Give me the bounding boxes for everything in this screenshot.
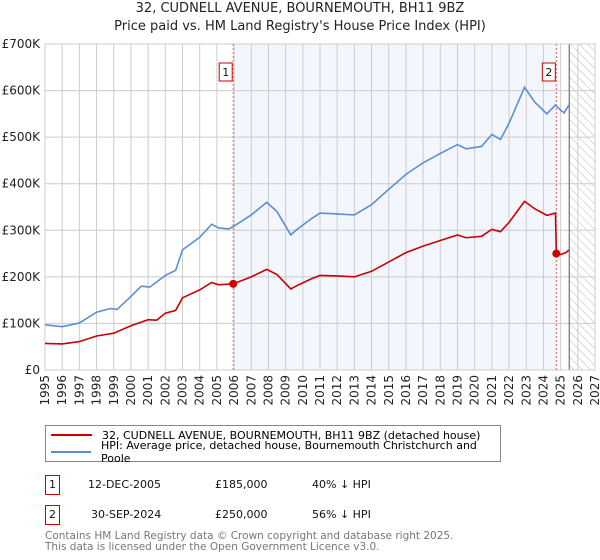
x-tick-label: 2023 [519,375,533,406]
sale-row-2: 2 30-SEP-2024 £250,000 56% ↓ HPI [45,505,545,525]
x-tick-label: 1995 [38,375,52,406]
x-tick-label: 2025 [554,375,568,406]
x-tick-label: 1996 [55,375,69,406]
sale-label-box [541,62,556,82]
legend-swatch-blue [51,451,91,453]
x-tick-label: 2011 [313,375,327,406]
chart-svg: 1995 1996 1997 1998 1999 2000 2001 2002 2003 2004… [2,37,600,406]
y-tick-label: £600K [2,84,42,98]
y-tick-label: £500K [2,130,42,144]
x-tick-label: 2010 [296,375,310,406]
y-tick-label: £200K [2,270,42,284]
x-tick-label: 2008 [261,375,275,406]
sale-price: £250,000 [215,508,268,521]
x-tick-label: 2014 [365,375,379,406]
chart-title: 32, CUDNELL AVENUE, BOURNEMOUTH, BH11 9B… [135,1,465,16]
legend-item-hpi: HPI: Average price, detached house, Bour… [51,439,500,465]
x-tick-label: 2009 [279,375,293,406]
x-tick-label: 2015 [382,375,396,406]
x-tick-label: 2021 [485,375,499,406]
hpi-line [44,85,570,328]
x-tick-label: 2027 [588,375,600,406]
plot-border [44,43,596,371]
sale-period-shading [233,44,557,370]
x-tick-label: 1998 [90,375,104,406]
sale-label: 1 [222,66,229,79]
x-tick-label: 2005 [210,375,224,406]
forecast-hatch [569,44,595,370]
x-tick-label: 2017 [416,375,430,406]
legend-swatch-red [51,434,92,436]
footer: Contains HM Land Registry data © Crown c… [45,531,453,553]
sale-label-box [218,62,233,82]
x-tick-label: 2026 [571,375,585,406]
footer-licence: This data is licensed under the Open Gov… [45,541,380,553]
sale-delta: 40% ↓ HPI [312,478,371,491]
sale-badge: 1 [45,475,60,495]
x-tick-label: 2003 [176,375,190,406]
legend: 32, CUDNELL AVENUE, BOURNEMOUTH, BH11 9B… [45,425,501,465]
legend-label: HPI: Average price, detached house, Bour… [101,439,477,465]
y-tick-label: £300K [2,223,42,237]
legend-label: 32, CUDNELL AVENUE, BOURNEMOUTH, BH11 9B… [102,428,481,442]
x-tick-label: 2006 [227,375,241,406]
x-tick-label: 1997 [72,375,86,406]
legend-item-property: 32, CUDNELL AVENUE, BOURNEMOUTH, BH11 9B… [51,427,480,443]
sale-price: £185,000 [215,478,268,491]
sale-date: 30-SEP-2024 [91,508,162,521]
x-tick-label: 2022 [502,375,516,406]
x-tick-label: 2019 [451,375,465,406]
y-tick-label: £400K [2,177,42,191]
sale-label: 2 [545,66,552,79]
x-tick-label: 2024 [536,375,550,406]
x-tick-label: 2012 [330,375,344,406]
sale-row-1: 1 12-DEC-2005 £185,000 40% ↓ HPI [45,475,545,495]
y-tick-label: £0 [25,363,40,377]
chart-subtitle: Price paid vs. HM Land Registry's House … [114,19,486,34]
x-tick-label: 2016 [399,375,413,406]
x-tick-label: 2000 [124,375,138,406]
sale-point [229,279,238,288]
footer-copyright: Contains HM Land Registry data © Crown c… [45,530,454,542]
y-tick-label: £700K [2,37,42,51]
x-tick-label: 2007 [244,375,258,406]
sale-badge: 2 [45,505,60,525]
sale-point [552,249,561,258]
x-tick-label: 2004 [193,375,207,406]
x-tick-label: 2020 [468,375,482,406]
property-price-line [44,200,570,345]
x-tick-label: 1999 [107,375,121,406]
y-tick-label: £100K [2,316,42,330]
x-tick-label: 2001 [141,375,155,406]
x-tick-label: 2002 [158,375,172,406]
x-tick-label: 2018 [433,375,447,406]
x-tick-label: 2013 [347,375,361,406]
sale-date: 12-DEC-2005 [88,478,162,491]
sale-delta: 56% ↓ HPI [312,508,371,521]
